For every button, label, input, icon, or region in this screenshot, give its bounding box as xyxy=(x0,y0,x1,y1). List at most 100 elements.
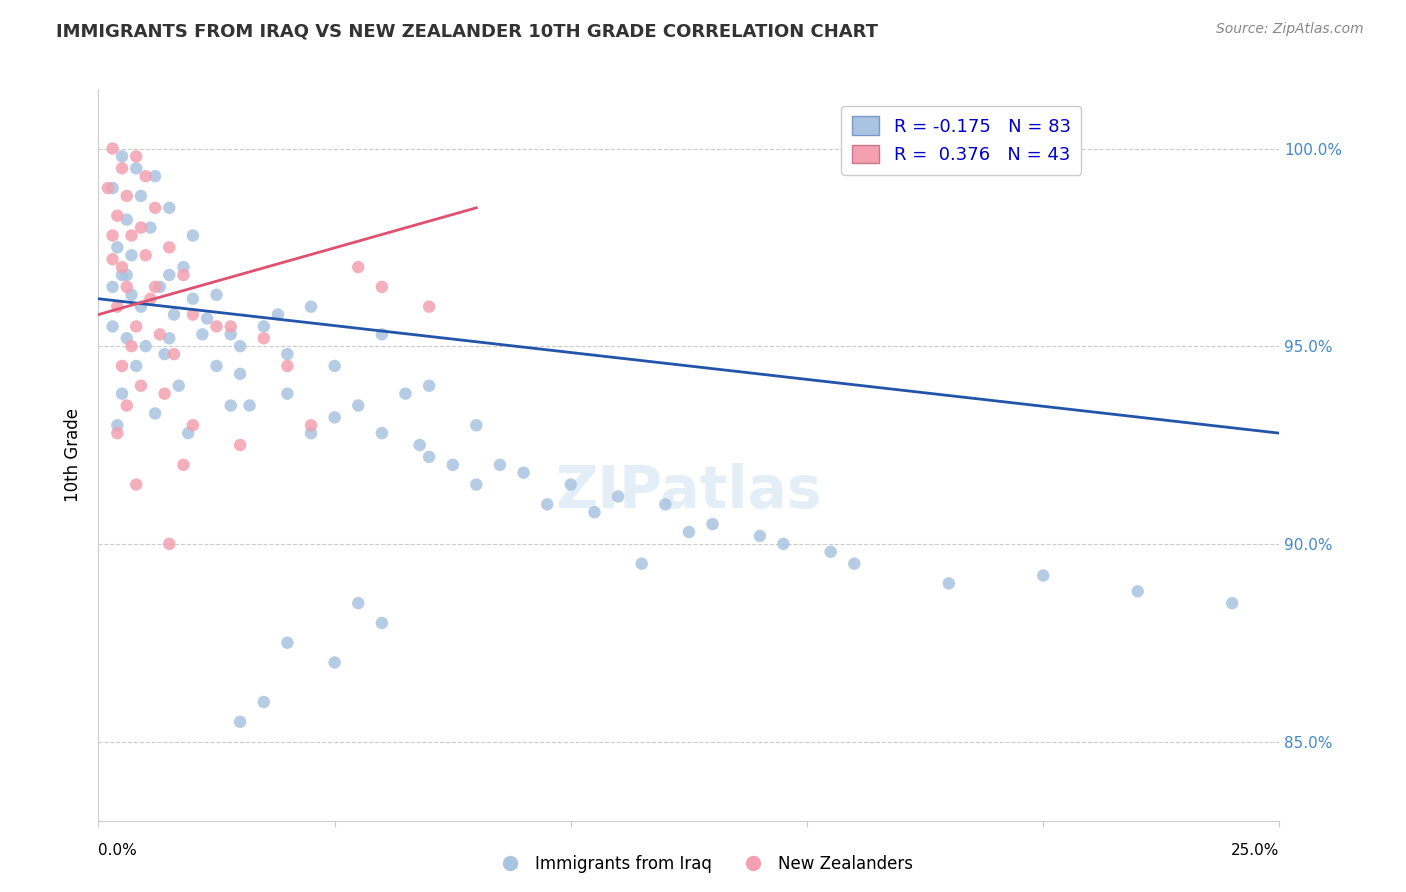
Point xyxy=(1126,584,1149,599)
Point xyxy=(172,260,194,274)
Point xyxy=(143,406,166,420)
Point xyxy=(101,280,124,294)
Point xyxy=(347,399,370,413)
Point xyxy=(111,268,134,282)
Point xyxy=(465,477,488,491)
Point xyxy=(105,426,128,441)
Legend: Immigrants from Iraq, New Zealanders: Immigrants from Iraq, New Zealanders xyxy=(486,848,920,880)
Point xyxy=(115,212,138,227)
Point xyxy=(157,331,180,345)
Point xyxy=(157,240,180,254)
Point xyxy=(938,576,960,591)
Point xyxy=(253,695,276,709)
Point xyxy=(844,557,866,571)
Point xyxy=(111,161,134,176)
Point xyxy=(772,537,794,551)
Point xyxy=(229,339,252,353)
Point xyxy=(371,615,394,630)
Point xyxy=(299,426,322,441)
Point xyxy=(167,378,190,392)
Point xyxy=(135,248,157,262)
Point xyxy=(205,359,228,373)
Point xyxy=(418,300,440,314)
Legend: R = -0.175   N = 83, R =  0.376   N = 43: R = -0.175 N = 83, R = 0.376 N = 43 xyxy=(841,105,1081,175)
Point xyxy=(125,149,148,163)
Point xyxy=(135,169,157,184)
Point xyxy=(129,189,152,203)
Point xyxy=(276,636,298,650)
Point xyxy=(129,300,152,314)
Text: 25.0%: 25.0% xyxy=(1232,843,1279,858)
Point xyxy=(139,292,162,306)
Point xyxy=(195,311,218,326)
Point xyxy=(394,386,416,401)
Point xyxy=(181,228,204,243)
Point xyxy=(181,418,204,433)
Point xyxy=(219,319,242,334)
Point xyxy=(276,359,298,373)
Point xyxy=(219,399,242,413)
Point xyxy=(129,378,152,392)
Point xyxy=(149,327,172,342)
Point xyxy=(111,359,134,373)
Point xyxy=(111,149,134,163)
Point xyxy=(105,240,128,254)
Point xyxy=(607,490,630,504)
Point xyxy=(143,169,166,184)
Point xyxy=(748,529,770,543)
Point xyxy=(512,466,534,480)
Point xyxy=(121,339,143,353)
Text: ZIPatlas: ZIPatlas xyxy=(555,463,823,520)
Point xyxy=(418,378,440,392)
Point xyxy=(105,418,128,433)
Point xyxy=(347,260,370,274)
Point xyxy=(219,327,242,342)
Point xyxy=(465,418,488,433)
Point xyxy=(157,201,180,215)
Point xyxy=(101,252,124,267)
Point xyxy=(115,399,138,413)
Point xyxy=(536,497,558,511)
Point xyxy=(115,331,138,345)
Point xyxy=(229,367,252,381)
Point xyxy=(125,319,148,334)
Point xyxy=(1032,568,1054,582)
Text: 0.0%: 0.0% xyxy=(98,843,138,858)
Point xyxy=(153,347,176,361)
Point xyxy=(153,386,176,401)
Point xyxy=(583,505,606,519)
Point xyxy=(101,319,124,334)
Point xyxy=(418,450,440,464)
Point xyxy=(143,201,166,215)
Point xyxy=(172,458,194,472)
Point xyxy=(111,386,134,401)
Point xyxy=(253,319,276,334)
Point xyxy=(323,656,346,670)
Point xyxy=(678,524,700,539)
Point xyxy=(253,331,276,345)
Point xyxy=(121,287,143,301)
Point xyxy=(239,399,262,413)
Point xyxy=(149,280,172,294)
Point xyxy=(489,458,512,472)
Point xyxy=(105,300,128,314)
Point xyxy=(172,268,194,282)
Point xyxy=(157,537,180,551)
Point xyxy=(191,327,214,342)
Point xyxy=(276,347,298,361)
Point xyxy=(129,220,152,235)
Point xyxy=(702,517,724,532)
Point xyxy=(276,386,298,401)
Point xyxy=(101,228,124,243)
Point xyxy=(267,308,290,322)
Point xyxy=(299,418,322,433)
Point xyxy=(820,545,842,559)
Point xyxy=(560,477,582,491)
Point xyxy=(371,280,394,294)
Point xyxy=(157,268,180,282)
Point xyxy=(205,319,228,334)
Point xyxy=(177,426,200,441)
Point xyxy=(115,189,138,203)
Point xyxy=(163,308,186,322)
Point xyxy=(181,292,204,306)
